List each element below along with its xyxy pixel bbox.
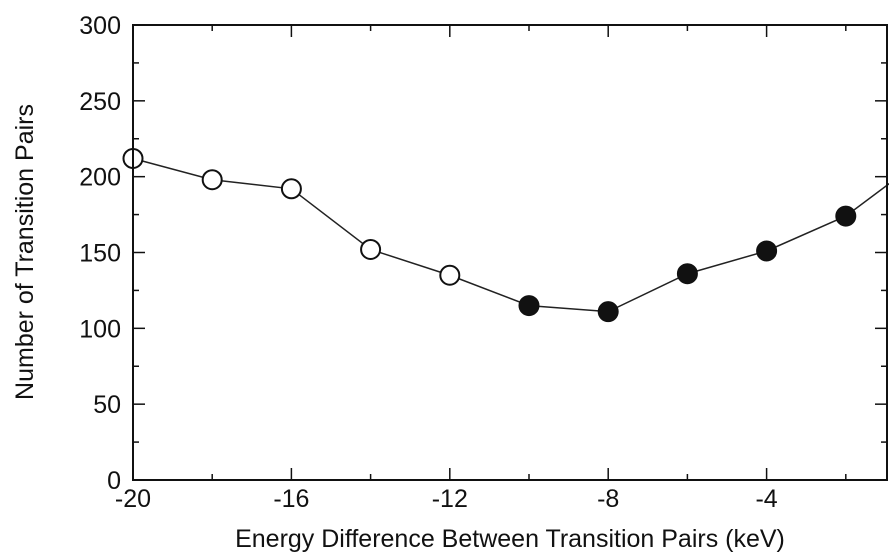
data-point-filled — [676, 263, 698, 285]
data-point-filled — [756, 240, 778, 262]
x-axis-label: Energy Difference Between Transition Pai… — [235, 525, 785, 553]
data-point-filled — [597, 301, 619, 323]
data-point-filled — [835, 205, 857, 227]
data-point-filled — [518, 295, 540, 317]
y-tick-label: 50 — [93, 391, 121, 419]
y-tick-label: 250 — [79, 88, 121, 116]
data-point-open — [201, 169, 223, 191]
data-point-open — [280, 178, 302, 200]
y-tick-label: 300 — [79, 12, 121, 40]
y-tick-label: 200 — [79, 164, 121, 192]
x-tick-label: -8 — [597, 485, 619, 513]
data-point-open — [439, 264, 461, 286]
y-tick-label: 0 — [107, 467, 121, 495]
x-tick-label: -16 — [273, 485, 309, 513]
data-point-open — [360, 238, 382, 260]
series-line — [132, 157, 889, 313]
x-tick-label: -12 — [432, 485, 468, 513]
y-axis-label: Number of Transition Pairs — [11, 104, 39, 400]
x-tick-label: -4 — [755, 485, 777, 513]
y-tick-label: 100 — [79, 315, 121, 343]
x-tick-label: -20 — [115, 485, 151, 513]
y-tick-label: 150 — [79, 240, 121, 268]
